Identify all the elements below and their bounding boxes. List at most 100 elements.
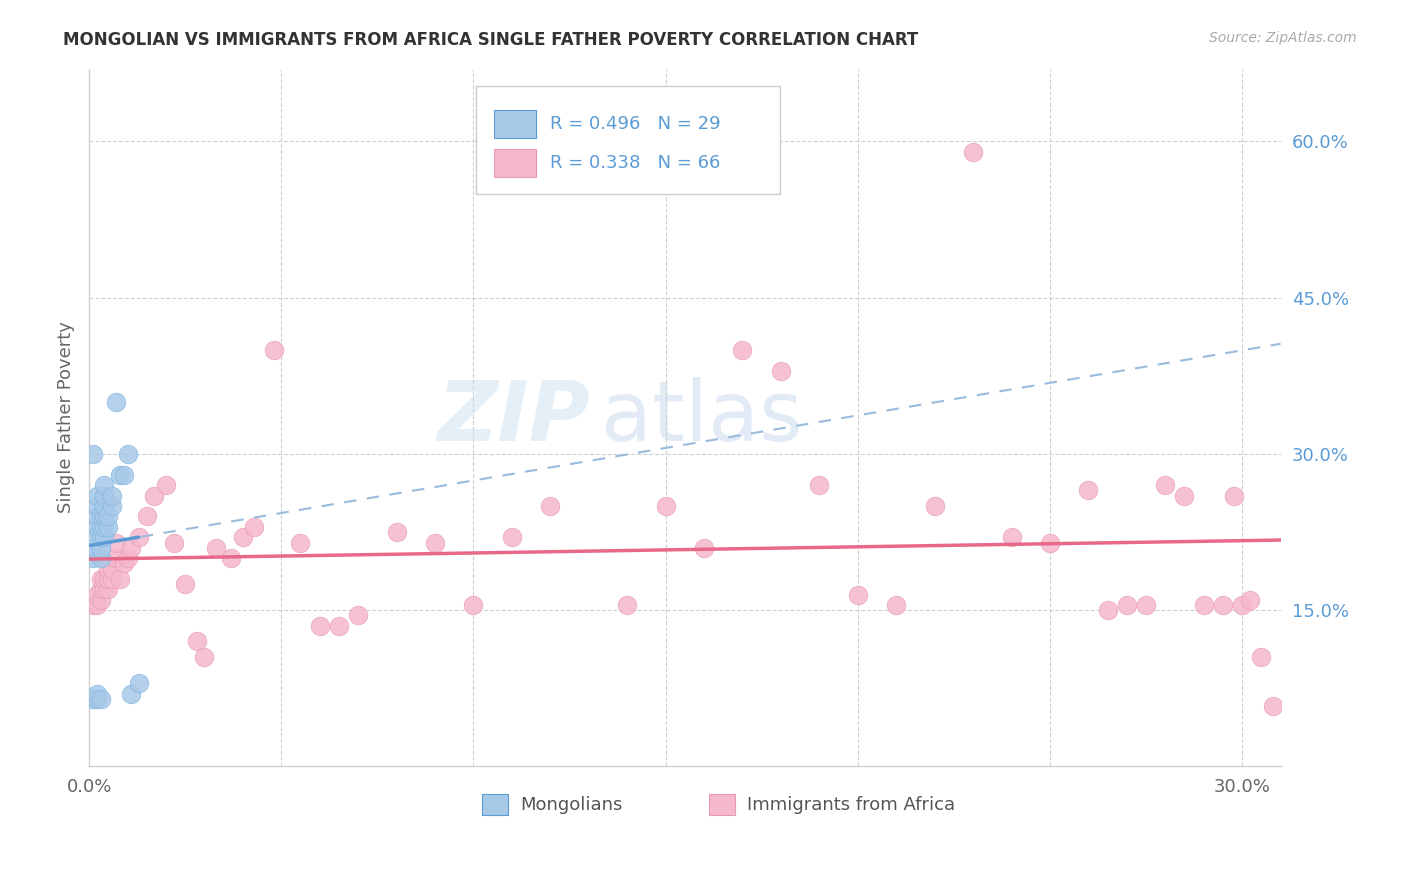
Point <box>1097 603 1119 617</box>
Point <box>186 634 208 648</box>
Point <box>90 572 112 586</box>
Point <box>108 467 131 482</box>
Point <box>93 499 115 513</box>
Point <box>86 520 108 534</box>
Point <box>174 577 197 591</box>
Point <box>1223 489 1246 503</box>
Point <box>1077 483 1099 498</box>
Point <box>308 619 330 633</box>
Point <box>616 598 638 612</box>
Point <box>538 499 561 513</box>
Point <box>693 541 716 555</box>
Bar <box>482 795 509 815</box>
Point <box>347 608 370 623</box>
Point <box>117 551 139 566</box>
Point <box>97 520 120 534</box>
Point <box>86 509 108 524</box>
Text: atlas: atlas <box>602 377 803 458</box>
Point <box>143 489 166 503</box>
Point <box>423 535 446 549</box>
Point <box>104 535 127 549</box>
Point <box>1000 530 1022 544</box>
Point <box>1135 598 1157 612</box>
Point <box>97 509 120 524</box>
Y-axis label: Single Father Poverty: Single Father Poverty <box>58 321 75 514</box>
Point <box>97 561 120 575</box>
Text: R = 0.338   N = 66: R = 0.338 N = 66 <box>550 153 720 172</box>
Text: R = 0.496   N = 29: R = 0.496 N = 29 <box>550 115 721 134</box>
Point <box>135 509 157 524</box>
Point <box>93 530 115 544</box>
Point <box>82 530 104 544</box>
Point <box>86 598 108 612</box>
Point <box>128 676 150 690</box>
Point <box>1239 592 1261 607</box>
Point <box>205 541 228 555</box>
Point <box>90 530 112 544</box>
Point <box>1173 489 1195 503</box>
Point <box>97 572 120 586</box>
Point <box>112 557 135 571</box>
Point <box>101 489 124 503</box>
Point <box>90 582 112 597</box>
Point <box>93 520 115 534</box>
Point <box>1261 699 1284 714</box>
Text: Source: ZipAtlas.com: Source: ZipAtlas.com <box>1209 31 1357 45</box>
Point <box>120 687 142 701</box>
Point <box>924 499 946 513</box>
Point <box>90 520 112 534</box>
Point <box>1039 535 1062 549</box>
Point <box>101 572 124 586</box>
Point <box>93 509 115 524</box>
Point <box>82 447 104 461</box>
Point <box>90 592 112 607</box>
Point <box>108 572 131 586</box>
Point <box>120 541 142 555</box>
Point <box>93 478 115 492</box>
Point <box>93 489 115 503</box>
Point <box>243 520 266 534</box>
Point <box>90 551 112 566</box>
Point <box>93 582 115 597</box>
Point <box>1250 650 1272 665</box>
Point <box>193 650 215 665</box>
Point <box>232 530 254 544</box>
Text: ZIP: ZIP <box>437 377 589 458</box>
Point <box>962 145 984 159</box>
Point <box>1115 598 1137 612</box>
Text: Immigrants from Africa: Immigrants from Africa <box>747 796 955 814</box>
Point <box>654 499 676 513</box>
Point <box>86 687 108 701</box>
Point <box>90 541 112 555</box>
Point <box>162 535 184 549</box>
Point <box>328 619 350 633</box>
Point <box>82 598 104 612</box>
Point <box>90 509 112 524</box>
Point <box>90 691 112 706</box>
Text: MONGOLIAN VS IMMIGRANTS FROM AFRICA SINGLE FATHER POVERTY CORRELATION CHART: MONGOLIAN VS IMMIGRANTS FROM AFRICA SING… <box>63 31 918 49</box>
Point <box>104 551 127 566</box>
Point <box>1230 598 1253 612</box>
Point <box>1212 598 1234 612</box>
Point <box>86 691 108 706</box>
Text: Mongolians: Mongolians <box>520 796 623 814</box>
Point <box>463 598 485 612</box>
Point <box>769 363 792 377</box>
Point <box>117 447 139 461</box>
Point <box>82 541 104 555</box>
Point <box>93 572 115 586</box>
Point <box>97 582 120 597</box>
Bar <box>494 111 536 138</box>
Point <box>101 561 124 575</box>
Bar <box>709 795 735 815</box>
Point <box>112 467 135 482</box>
Point <box>808 478 831 492</box>
Point <box>86 499 108 513</box>
Point <box>104 395 127 409</box>
Point <box>290 535 312 549</box>
Point <box>86 588 108 602</box>
Point <box>101 499 124 513</box>
Bar <box>494 149 536 177</box>
FancyBboxPatch shape <box>477 86 780 194</box>
Point <box>846 588 869 602</box>
